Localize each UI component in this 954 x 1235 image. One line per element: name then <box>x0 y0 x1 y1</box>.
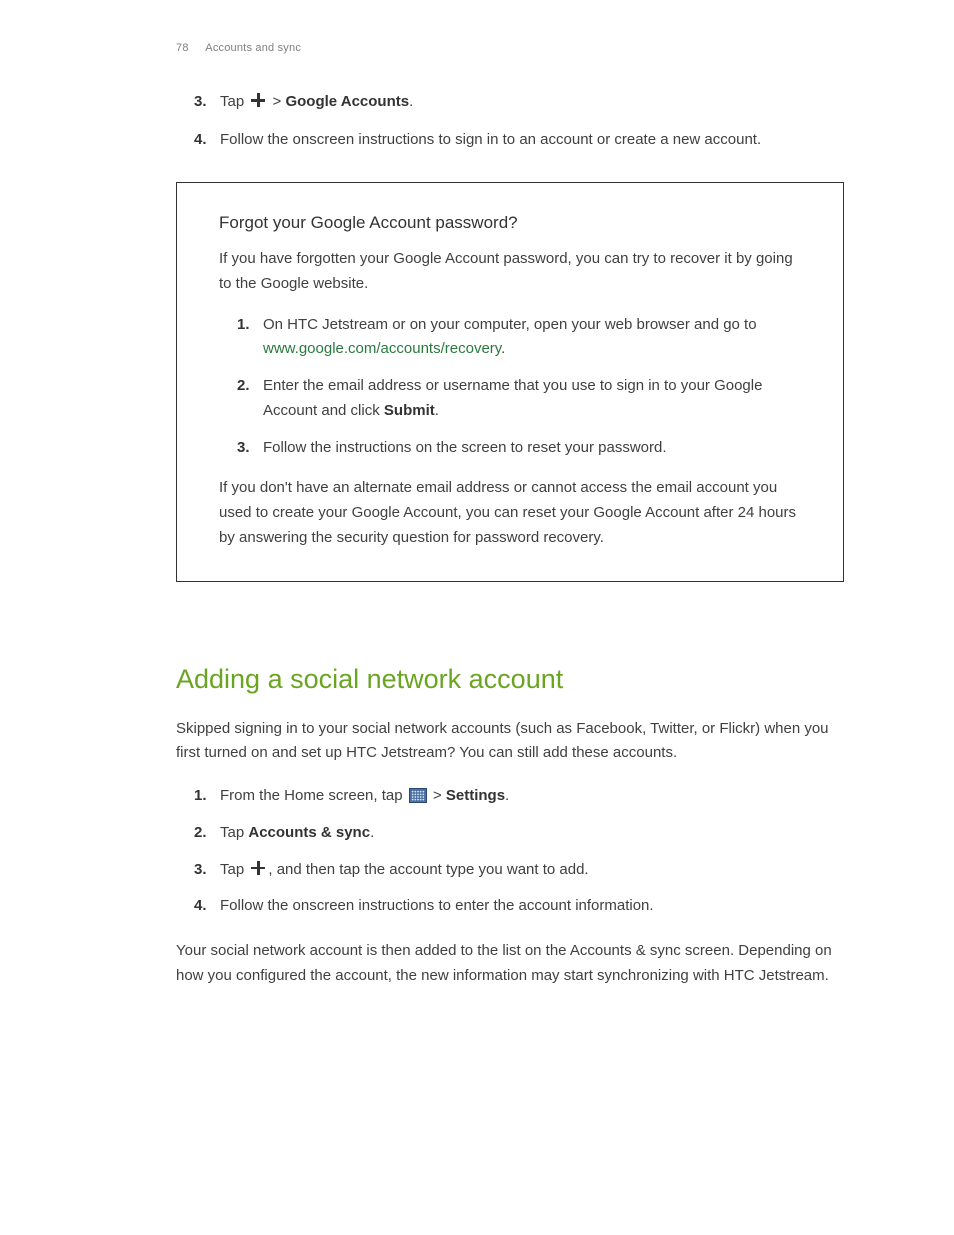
section-heading: Adding a social network account <box>176 664 844 695</box>
step-bold: Accounts & sync <box>248 824 370 841</box>
step-text-post: . <box>370 824 374 841</box>
step-number: 3. <box>194 858 207 883</box>
document-page: 78 Accounts and sync 3. Tap > Google Acc… <box>0 0 954 989</box>
step-text-pre: On HTC Jetstream or on your computer, op… <box>263 316 757 333</box>
list-item: 1. On HTC Jetstream or on your computer,… <box>263 313 807 363</box>
list-item: 1. From the Home screen, tap > Settings. <box>220 784 844 809</box>
step-bold: Google Accounts <box>285 93 409 110</box>
step-bold: Settings <box>446 787 505 804</box>
plus-icon <box>250 92 266 108</box>
callout-intro: If you have forgotten your Google Accoun… <box>219 247 807 297</box>
step-text-post: > <box>268 93 285 110</box>
step-number: 2. <box>237 374 250 399</box>
forgot-password-callout: Forgot your Google Account password? If … <box>176 182 844 582</box>
step-text-mid: > <box>429 787 446 804</box>
list-item: 3. Tap , and then tap the account type y… <box>220 858 844 883</box>
step-end: . <box>409 93 413 110</box>
step-bold: Submit <box>384 402 435 419</box>
list-item: 3. Follow the instructions on the screen… <box>263 436 807 461</box>
list-item: 2. Enter the email address or username t… <box>263 374 807 424</box>
step-text-pre: Tap <box>220 861 248 878</box>
page-header: 78 Accounts and sync <box>176 42 844 54</box>
step-text-post: , and then tap the account type you want… <box>268 861 588 878</box>
step-text-post: . <box>501 340 505 357</box>
step-number: 3. <box>194 90 207 114</box>
step-number: 3. <box>237 436 250 461</box>
step-number: 4. <box>194 894 207 919</box>
list-item: 4. Follow the onscreen instructions to e… <box>220 894 844 919</box>
callout-steps: 1. On HTC Jetstream or on your computer,… <box>219 313 807 461</box>
step-text-post: . <box>435 402 439 419</box>
section-breadcrumb: Accounts and sync <box>205 42 301 54</box>
step-text-post: . <box>505 787 509 804</box>
callout-title: Forgot your Google Account password? <box>219 213 807 233</box>
step-number: 1. <box>194 784 207 809</box>
step-text-pre: Tap <box>220 824 248 841</box>
continuation-steps: 3. Tap > Google Accounts. 4. Follow the … <box>176 90 844 152</box>
step-text-pre: Enter the email address or username that… <box>263 377 762 419</box>
step-text-pre: Tap <box>220 93 248 110</box>
add-account-steps: 1. From the Home screen, tap > Settings.… <box>176 784 844 919</box>
step-text: Follow the instructions on the screen to… <box>263 439 667 456</box>
step-text-pre: From the Home screen, tap <box>220 787 407 804</box>
section-outro: Your social network account is then adde… <box>176 939 844 989</box>
list-item: 2. Tap Accounts & sync. <box>220 821 844 846</box>
step-number: 4. <box>194 128 207 152</box>
plus-icon <box>250 860 266 876</box>
step-number: 2. <box>194 821 207 846</box>
recovery-link[interactable]: www.google.com/accounts/recovery <box>263 340 501 357</box>
list-item: 3. Tap > Google Accounts. <box>220 90 844 114</box>
step-number: 1. <box>237 313 250 338</box>
page-number: 78 <box>176 42 189 54</box>
callout-footer: If you don't have an alternate email add… <box>219 476 807 550</box>
section-intro: Skipped signing in to your social networ… <box>176 717 844 767</box>
list-item: 4. Follow the onscreen instructions to s… <box>220 128 844 152</box>
step-text: Follow the onscreen instructions to sign… <box>220 131 761 148</box>
step-text: Follow the onscreen instructions to ente… <box>220 897 654 914</box>
apps-grid-icon <box>409 788 427 803</box>
